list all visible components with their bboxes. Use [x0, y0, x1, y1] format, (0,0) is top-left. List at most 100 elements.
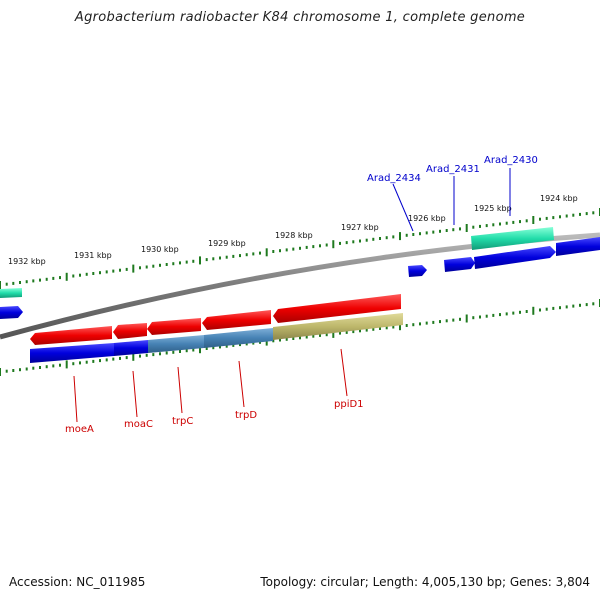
gene-label-trpD[interactable]: trpD — [235, 410, 257, 421]
gene-feature-arad2430[interactable] — [474, 246, 556, 269]
minor-tick — [225, 344, 228, 348]
gene-label-moaC[interactable]: moaC — [124, 419, 153, 430]
gene-label-arad2430[interactable]: Arad_2430 — [484, 155, 538, 166]
gene-trpD[interactable] — [202, 310, 271, 330]
minor-tick — [545, 216, 548, 220]
minor-tick — [425, 231, 428, 235]
gene-feature-rna-cyan[interactable] — [471, 227, 554, 250]
cds-moeA[interactable] — [30, 343, 114, 363]
minor-tick — [239, 343, 241, 347]
ruler-label: 1932 kbp — [8, 257, 46, 266]
gene-feature-blue-right[interactable] — [556, 237, 600, 256]
ruler-label: 1928 kbp — [275, 231, 313, 240]
gene-trpC[interactable] — [147, 318, 201, 335]
ruler-label: 1931 kbp — [74, 251, 112, 260]
minor-tick — [499, 313, 501, 317]
minor-tick — [359, 239, 361, 243]
minor-tick — [79, 361, 81, 365]
minor-tick — [365, 328, 368, 332]
minor-tick — [92, 272, 95, 275]
minor-tick — [392, 325, 395, 329]
leader-line — [132, 370, 138, 418]
minor-tick — [585, 303, 588, 307]
minor-tick — [565, 305, 568, 309]
ruler-label: 1930 kbp — [141, 245, 179, 254]
gene-feature-blue-left[interactable] — [0, 306, 23, 319]
minor-tick — [432, 230, 435, 234]
gene-moaC[interactable] — [113, 323, 147, 339]
minor-tick — [519, 220, 521, 224]
minor-tick — [252, 252, 255, 256]
minor-tick — [365, 238, 368, 242]
cds-ppiD1[interactable] — [273, 313, 403, 340]
minor-tick — [159, 352, 161, 356]
major-tick — [399, 322, 401, 331]
gene-feature-arad2431[interactable] — [444, 257, 475, 272]
cds-trpD[interactable] — [204, 328, 273, 348]
gene-moeA[interactable] — [30, 326, 112, 345]
ruler-label: 1925 kbp — [474, 204, 512, 213]
major-tick — [532, 306, 535, 315]
minor-tick — [59, 363, 61, 367]
minor-tick — [205, 258, 208, 262]
major-tick — [132, 352, 135, 361]
minor-tick — [419, 322, 421, 326]
major-tick — [532, 216, 535, 224]
minor-tick — [165, 263, 168, 266]
gene-feature-blue-small[interactable] — [408, 265, 427, 277]
minor-tick — [52, 364, 55, 368]
gene-label-trpC[interactable]: trpC — [172, 416, 193, 427]
ruler-label: 1927 kbp — [341, 223, 379, 232]
gene-label-moeA[interactable]: moeA — [65, 424, 94, 435]
minor-tick — [512, 220, 515, 224]
minor-tick — [345, 330, 348, 334]
bottom-gene-labels: moeA moaC trpC trpD ppiD1 — [65, 399, 364, 435]
minor-tick — [52, 276, 55, 280]
minor-tick — [525, 219, 528, 223]
minor-tick — [279, 338, 281, 342]
minor-tick — [299, 246, 301, 250]
major-tick — [465, 224, 468, 232]
minor-tick — [492, 313, 495, 317]
gene-feature-cyan-left[interactable] — [0, 288, 22, 298]
ruler-label: 1929 kbp — [208, 239, 246, 248]
minor-tick — [12, 369, 15, 372]
minor-tick — [119, 356, 121, 360]
minor-tick — [45, 277, 48, 281]
minor-tick — [45, 365, 48, 369]
minor-tick — [405, 233, 408, 237]
minor-tick — [152, 353, 155, 357]
ruler-label: 1924 kbp — [540, 194, 578, 203]
major-tick — [399, 232, 401, 241]
minor-tick — [319, 333, 321, 337]
minor-tick — [192, 259, 195, 263]
minor-tick — [539, 217, 541, 221]
minor-tick — [545, 307, 548, 311]
map-title: Agrobacterium radiobacter K84 chromosome… — [74, 10, 526, 25]
leader-line — [238, 360, 245, 408]
minor-tick — [552, 306, 555, 310]
minor-tick — [412, 233, 415, 236]
gene-ppiD1[interactable] — [273, 294, 401, 323]
minor-tick — [592, 211, 595, 215]
cds-moaC[interactable] — [114, 340, 148, 356]
minor-tick — [125, 267, 128, 271]
minor-tick — [552, 216, 555, 220]
minor-tick — [285, 248, 288, 252]
minor-tick — [245, 342, 248, 346]
gene-label-arad2434[interactable]: Arad_2434 — [367, 173, 421, 184]
cds-trpC[interactable] — [148, 335, 204, 353]
minor-tick — [345, 241, 348, 245]
minor-tick — [12, 281, 15, 285]
minor-tick — [572, 304, 575, 308]
minor-tick — [32, 279, 35, 283]
minor-tick — [452, 228, 455, 232]
minor-tick — [312, 334, 315, 338]
minor-tick — [479, 315, 481, 319]
gene-label-ppiD1[interactable]: ppiD1 — [334, 399, 364, 410]
minor-tick — [145, 353, 148, 357]
minor-tick — [272, 339, 275, 343]
minor-tick — [379, 327, 381, 330]
gene-label-arad2431[interactable]: Arad_2431 — [426, 164, 480, 175]
